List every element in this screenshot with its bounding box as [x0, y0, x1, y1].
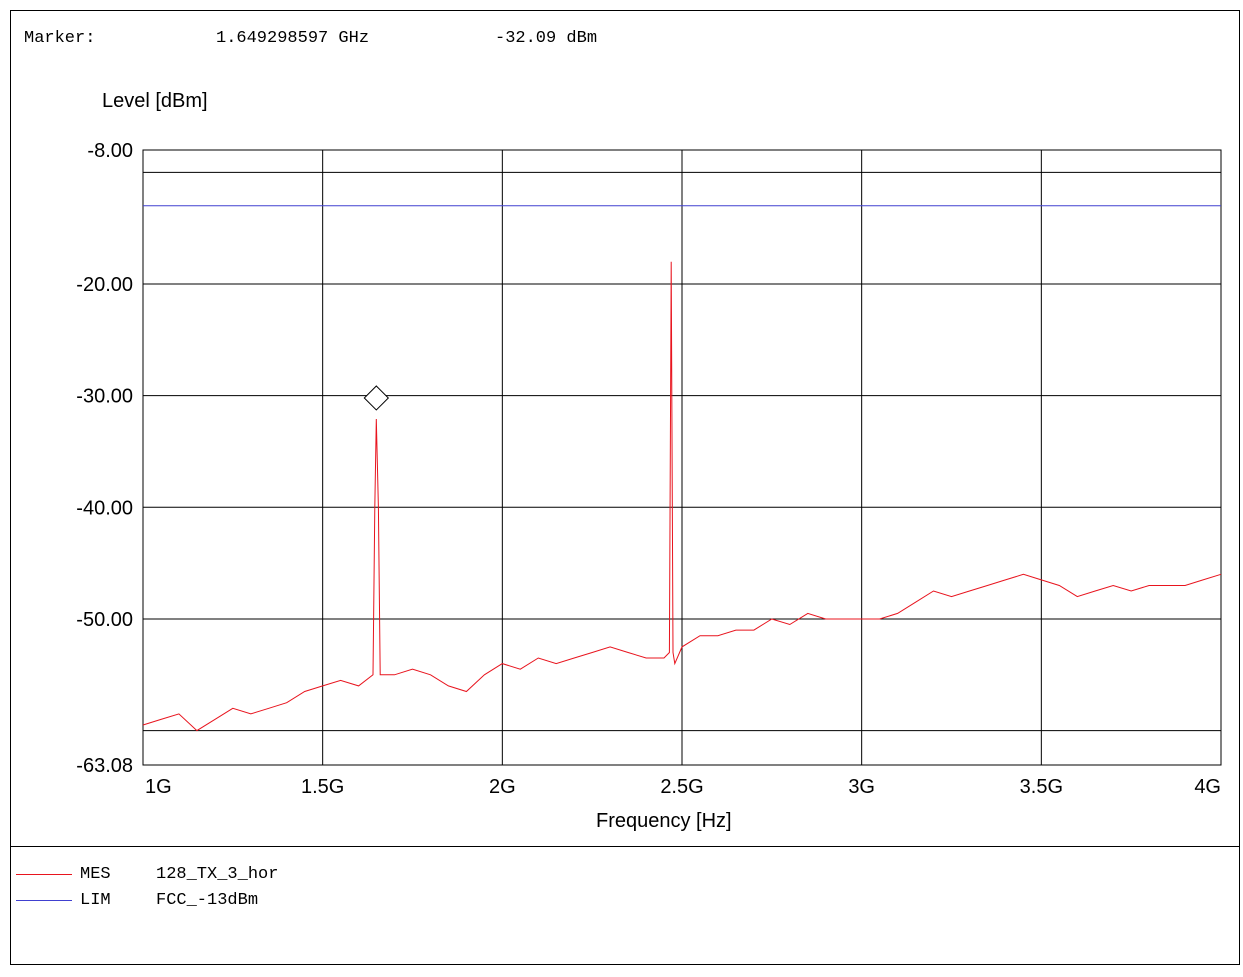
y-tick-label: -30.00 — [76, 386, 133, 408]
legend-swatch-lim — [16, 900, 72, 901]
measurement-trace — [142, 261, 1222, 732]
chart-frame — [10, 10, 1240, 965]
x-tick-label: 1.5G — [301, 776, 344, 798]
y-tick-label: -63.08 — [76, 755, 133, 777]
legend-kind-mes: MES — [80, 865, 111, 884]
x-tick-label: 4G — [1194, 776, 1221, 798]
marker-frequency: 1.649298597 GHz — [216, 29, 370, 48]
marker-level: -32.09 dBm — [495, 29, 598, 48]
y-tick-label: -20.00 — [76, 274, 133, 296]
x-tick-label: 3.5G — [1020, 776, 1063, 798]
x-tick-label: 3G — [848, 776, 875, 798]
legend-name-mes: 128_TX_3_hor — [156, 865, 279, 884]
marker-label: Marker: — [24, 29, 96, 48]
y-tick-label: -50.00 — [76, 609, 133, 631]
legend-kind-lim: LIM — [80, 891, 111, 910]
y-tick-label: -40.00 — [76, 497, 133, 519]
x-axis-label: Frequency [Hz] — [596, 810, 732, 832]
x-tick-label: 2G — [489, 776, 516, 798]
marker-diamond — [363, 385, 390, 411]
x-tick-label: 2.5G — [660, 776, 703, 798]
legend-swatch-mes — [16, 874, 72, 875]
x-tick-label: 1G — [145, 776, 172, 798]
legend-separator — [10, 846, 1240, 847]
legend-name-lim: FCC_-13dBm — [156, 891, 259, 910]
y-axis-label: Level [dBm] — [102, 90, 208, 112]
y-tick-label: -8.00 — [87, 140, 133, 162]
